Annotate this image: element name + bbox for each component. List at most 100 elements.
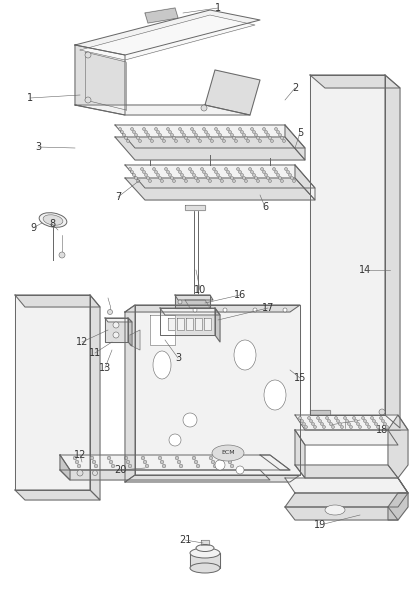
Polygon shape	[80, 15, 255, 60]
Polygon shape	[75, 10, 260, 55]
Circle shape	[164, 167, 168, 170]
Circle shape	[174, 139, 178, 142]
Circle shape	[111, 464, 115, 468]
Polygon shape	[177, 318, 184, 330]
Circle shape	[196, 136, 200, 139]
Circle shape	[366, 423, 369, 426]
Circle shape	[203, 127, 206, 130]
Circle shape	[121, 130, 124, 133]
Circle shape	[208, 179, 211, 182]
Circle shape	[265, 173, 267, 176]
Circle shape	[195, 133, 198, 136]
Circle shape	[146, 133, 149, 136]
Circle shape	[228, 130, 231, 133]
Circle shape	[278, 176, 282, 179]
Circle shape	[347, 423, 351, 426]
Circle shape	[250, 170, 253, 173]
Text: 20: 20	[114, 465, 126, 475]
Circle shape	[183, 413, 197, 427]
Circle shape	[332, 426, 334, 429]
Circle shape	[216, 173, 220, 176]
Text: 13: 13	[99, 363, 111, 373]
Circle shape	[218, 176, 221, 179]
Polygon shape	[175, 295, 213, 300]
Circle shape	[376, 426, 379, 429]
Polygon shape	[295, 430, 305, 478]
Ellipse shape	[264, 380, 286, 410]
Circle shape	[357, 423, 359, 426]
Circle shape	[299, 416, 302, 420]
Polygon shape	[90, 295, 100, 500]
Circle shape	[310, 420, 312, 423]
Circle shape	[364, 420, 366, 423]
Circle shape	[267, 133, 270, 136]
Text: 8: 8	[49, 219, 55, 229]
Polygon shape	[215, 308, 220, 342]
Polygon shape	[285, 478, 408, 493]
Circle shape	[220, 136, 223, 139]
Polygon shape	[310, 410, 330, 415]
Circle shape	[144, 130, 148, 133]
Circle shape	[247, 139, 250, 142]
Circle shape	[230, 464, 234, 468]
Circle shape	[85, 52, 91, 58]
Circle shape	[144, 173, 148, 176]
Polygon shape	[186, 318, 193, 330]
Circle shape	[107, 310, 112, 315]
Circle shape	[213, 167, 215, 170]
Circle shape	[90, 456, 94, 460]
Polygon shape	[190, 553, 220, 568]
Circle shape	[77, 464, 81, 468]
Circle shape	[312, 423, 314, 426]
Polygon shape	[295, 415, 408, 430]
Circle shape	[215, 127, 218, 130]
Circle shape	[206, 176, 210, 179]
Circle shape	[386, 426, 389, 429]
Circle shape	[245, 136, 248, 139]
Polygon shape	[185, 205, 205, 210]
Circle shape	[344, 416, 347, 420]
Circle shape	[349, 426, 352, 429]
Polygon shape	[295, 465, 398, 478]
Circle shape	[131, 127, 134, 130]
Circle shape	[113, 332, 119, 338]
Circle shape	[171, 133, 173, 136]
Polygon shape	[60, 470, 270, 480]
Ellipse shape	[43, 215, 63, 225]
Text: 7: 7	[115, 192, 121, 202]
Circle shape	[176, 167, 179, 170]
Ellipse shape	[190, 548, 220, 558]
Circle shape	[277, 173, 280, 176]
Circle shape	[166, 127, 169, 130]
Circle shape	[372, 420, 376, 423]
Circle shape	[275, 170, 277, 173]
Circle shape	[258, 139, 262, 142]
Circle shape	[226, 456, 230, 460]
Text: 19: 19	[314, 520, 326, 530]
Circle shape	[379, 416, 382, 420]
Circle shape	[228, 460, 232, 464]
Circle shape	[153, 167, 156, 170]
Circle shape	[233, 136, 235, 139]
Text: 18: 18	[376, 425, 388, 435]
Circle shape	[185, 136, 188, 139]
Circle shape	[267, 176, 270, 179]
Circle shape	[334, 416, 337, 420]
Circle shape	[282, 139, 285, 142]
Circle shape	[160, 460, 164, 464]
Polygon shape	[125, 178, 315, 200]
Text: 12: 12	[74, 450, 86, 460]
Circle shape	[352, 416, 356, 420]
Circle shape	[359, 426, 362, 429]
Circle shape	[206, 133, 210, 136]
Polygon shape	[201, 540, 209, 545]
Circle shape	[300, 420, 304, 423]
Circle shape	[238, 170, 242, 173]
Polygon shape	[310, 75, 385, 415]
Ellipse shape	[325, 505, 345, 515]
Circle shape	[119, 127, 121, 130]
Polygon shape	[115, 125, 305, 148]
Circle shape	[337, 420, 339, 423]
Ellipse shape	[196, 545, 214, 551]
Circle shape	[124, 136, 127, 139]
